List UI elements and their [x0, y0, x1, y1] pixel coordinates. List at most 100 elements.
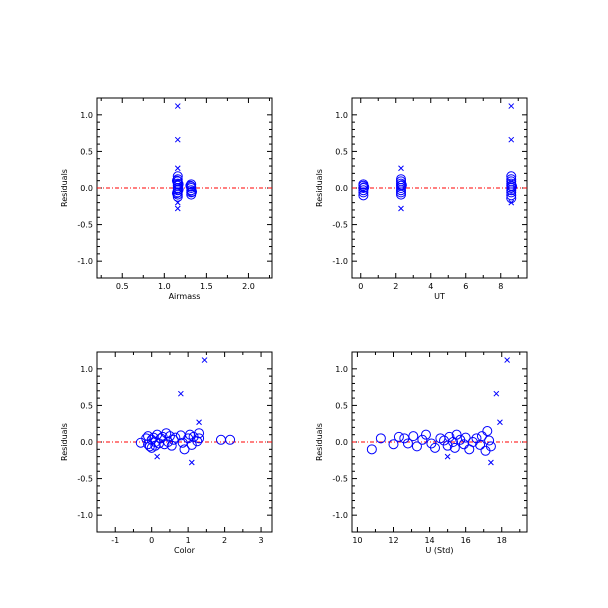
x-tick-label: 2 — [393, 282, 398, 291]
data-point-circle — [186, 185, 197, 196]
data-point-x — [201, 357, 208, 363]
x-tick-label: 2 — [222, 536, 227, 545]
x-tick-label: 1.0 — [158, 282, 171, 291]
data-point-circle — [484, 435, 495, 446]
data-point-circle — [417, 434, 428, 445]
data-point-circle — [168, 434, 179, 445]
x-tick-label: 1 — [186, 536, 191, 545]
data-point-circle — [506, 180, 517, 191]
y-tick-label: 0.0 — [80, 184, 93, 193]
data-point-circle — [396, 187, 406, 198]
data-point-circle — [171, 188, 182, 199]
data-point-x — [178, 390, 184, 397]
x-tick-label: 0 — [149, 536, 154, 545]
data-point-circle — [358, 183, 369, 193]
data-point-circle — [482, 426, 493, 437]
data-point-x — [398, 165, 404, 172]
y-tick-label: -0.5 — [332, 221, 348, 230]
data-point-circle — [186, 187, 197, 198]
residual-plot-2: 0 2 4 6 8 -1.0 -0.5 0.0 0.5 1.0 UT Residuals — [315, 97, 528, 301]
data-point-x — [508, 136, 515, 143]
data-point-circle — [186, 439, 197, 450]
data-point-circle — [192, 436, 203, 447]
data-point-circle — [194, 428, 205, 439]
y-tick-label: -0.5 — [332, 475, 348, 484]
data-point-circle — [163, 437, 174, 447]
x-axis-label: UT — [434, 292, 445, 301]
data-point-x — [174, 205, 181, 212]
data-point-circle — [215, 434, 226, 445]
data-point-x — [493, 390, 500, 397]
data-point-circle — [444, 431, 455, 442]
data-point-circle — [506, 183, 517, 193]
data-point-circle — [485, 441, 496, 452]
data-point-circle — [366, 444, 377, 455]
x-tick-label: 2.0 — [242, 282, 255, 291]
y-tick-label: -1.0 — [77, 257, 93, 266]
residual-plot-3: -1 0 1 2 3 -1.0 -0.5 0.0 0.5 1.0 Color Residuals — [60, 351, 273, 555]
data-point-x — [188, 459, 195, 466]
data-point-circle — [476, 431, 487, 442]
y-tick-label: 1.0 — [335, 111, 348, 120]
x-tick-label: 10 — [352, 536, 362, 545]
x-tick-label: 0.5 — [116, 282, 129, 291]
data-point-circle — [171, 175, 182, 186]
x-tick-label: 14 — [424, 536, 434, 545]
data-point-circle — [460, 432, 471, 443]
y-tick-label: -1.0 — [77, 511, 93, 520]
data-point-x — [174, 199, 181, 206]
data-point-circle — [358, 187, 369, 198]
y-tick-label: 0.5 — [80, 147, 93, 156]
data-point-circle — [467, 437, 478, 447]
data-point-x — [174, 103, 181, 109]
data-point-circle — [471, 433, 482, 444]
data-point-circle — [399, 433, 410, 444]
data-point-circle — [141, 433, 152, 444]
y-tick-label: 1.0 — [335, 365, 348, 374]
residual-plot-4: 10 12 14 16 18 -1.0 -0.5 0.0 0.5 1.0 U (Std) Residu… — [315, 351, 528, 555]
data-point-circle — [187, 186, 198, 197]
y-tick-label: 0.5 — [335, 401, 348, 410]
data-point-circle — [408, 431, 419, 442]
data-point-circle — [507, 181, 518, 192]
data-point-circle — [157, 431, 168, 442]
data-point-circle — [359, 182, 370, 193]
data-point-circle — [225, 434, 236, 445]
data-point-circle — [396, 180, 407, 191]
y-tick-label: 0.0 — [80, 438, 93, 447]
x-axis-label: U (Std) — [426, 546, 454, 555]
data-point-circle — [396, 189, 406, 200]
data-point-circle — [170, 432, 181, 443]
data-point-circle — [402, 438, 413, 449]
data-point-circle — [506, 171, 517, 182]
data-point-circle — [396, 185, 406, 196]
data-point-circle — [506, 187, 517, 198]
data-point-circle — [172, 171, 183, 182]
x-tick-label: -1 — [111, 536, 119, 545]
data-point-x — [444, 453, 451, 460]
y-tick-label: -0.5 — [77, 475, 93, 484]
y-tick-label: -0.5 — [77, 221, 93, 230]
data-point-circle — [164, 431, 175, 442]
data-point-x — [508, 103, 515, 109]
y-axis-label: Residuals — [315, 423, 324, 461]
data-point-x — [174, 136, 181, 143]
data-point-circle — [393, 431, 404, 442]
data-point-circle — [458, 439, 469, 450]
residual-plot-1: 0.5 1.0 1.5 2.0-1.0-0.50.00.51.0AirmassResi… — [60, 97, 273, 301]
data-point-circle — [179, 444, 190, 455]
y-tick-label: 0.5 — [80, 401, 93, 410]
data-point-circle — [506, 185, 517, 196]
y-tick-label: -1.0 — [332, 511, 348, 520]
x-axis-label: Airmass — [169, 292, 201, 301]
x-tick-label: 18 — [497, 536, 507, 545]
y-tick-label: 0.5 — [335, 147, 348, 156]
data-point-x — [508, 199, 515, 206]
data-point-x — [174, 165, 181, 172]
data-point-x — [154, 453, 161, 460]
x-tick-label: 6 — [463, 282, 468, 291]
y-tick-label: 1.0 — [80, 365, 93, 374]
data-point-x — [497, 419, 503, 426]
y-tick-label: 1.0 — [80, 111, 93, 120]
